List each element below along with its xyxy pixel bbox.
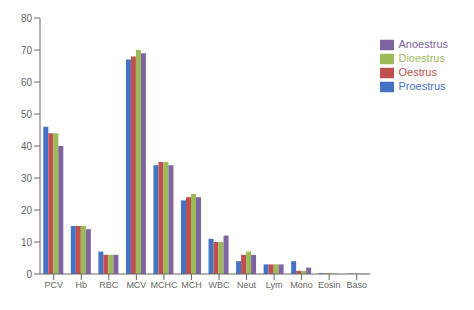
- svg-text:0: 0: [26, 269, 32, 280]
- svg-text:30: 30: [21, 173, 33, 184]
- svg-text:70: 70: [21, 45, 33, 56]
- svg-text:Mono: Mono: [290, 280, 313, 290]
- svg-text:Hb: Hb: [76, 280, 88, 290]
- html-text:Anoestrus: Anoestrus: [398, 38, 448, 50]
- svg-text:MCV: MCV: [126, 280, 146, 290]
- svg-text:PCV: PCV: [45, 280, 64, 290]
- svg-text:MCH: MCH: [181, 280, 202, 290]
- svg-text:Eosin: Eosin: [318, 280, 341, 290]
- svg-text:Lym: Lym: [266, 280, 283, 290]
- svg-text:20: 20: [21, 205, 33, 216]
- svg-text:WBC: WBC: [209, 280, 230, 290]
- svg-text:Neut: Neut: [237, 280, 257, 290]
- svg-text:40: 40: [21, 141, 33, 152]
- html-text:Proestrus: Proestrus: [398, 80, 446, 93]
- html-text:Dioestrus: Dioestrus: [398, 52, 445, 65]
- svg-text:MCHC: MCHC: [150, 280, 177, 290]
- html-text:Oestrus: Oestrus: [398, 66, 437, 79]
- svg-text:60: 60: [21, 77, 33, 88]
- svg-text:80: 80: [21, 13, 33, 24]
- svg-text:RBC: RBC: [99, 280, 119, 290]
- svg-text:50: 50: [21, 109, 33, 120]
- svg-text:Baso: Baso: [346, 280, 367, 290]
- svg-text:10: 10: [21, 237, 33, 248]
